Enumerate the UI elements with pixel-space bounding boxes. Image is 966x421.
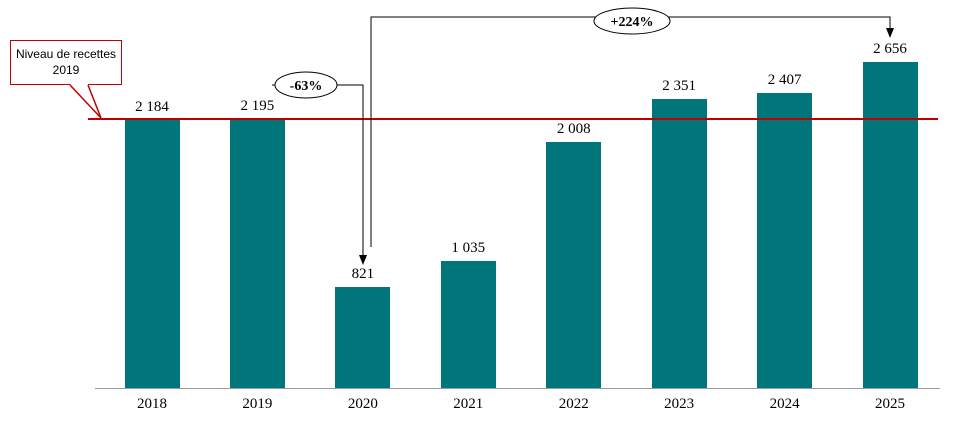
drop-annotation-line bbox=[272, 84, 364, 256]
x-axis-label-2022: 2022 bbox=[558, 396, 589, 412]
bar-2021 bbox=[440, 260, 496, 388]
x-axis-label-2024: 2024 bbox=[769, 396, 800, 412]
x-axis-line bbox=[95, 388, 940, 389]
bar-2020 bbox=[335, 287, 391, 388]
drop-annotation-label: -63% bbox=[290, 79, 323, 94]
rise-annotation-arrowhead-icon bbox=[886, 28, 894, 38]
bar-2023 bbox=[651, 99, 707, 388]
bar-2025 bbox=[862, 62, 918, 388]
rise-annotation-line bbox=[370, 16, 891, 247]
bar-value-label-2018: 2 184 bbox=[135, 98, 169, 115]
bar-2019 bbox=[229, 118, 285, 388]
bar-2024 bbox=[757, 92, 813, 388]
drop-annotation-arrowhead-icon bbox=[359, 255, 367, 265]
x-axis-label-2023: 2023 bbox=[664, 396, 695, 412]
reference-line-callout: Niveau de recettes 2019 bbox=[10, 40, 122, 85]
drop-annotation-bubble bbox=[274, 71, 338, 99]
callout-tail-outline bbox=[69, 84, 102, 119]
x-axis-label-2020: 2020 bbox=[347, 396, 378, 412]
x-axis-label-2025: 2025 bbox=[875, 396, 905, 412]
x-axis-label-2021: 2021 bbox=[453, 396, 484, 412]
bar-value-label-2020: 821 bbox=[351, 266, 375, 283]
bar-value-label-2025: 2 656 bbox=[873, 41, 907, 57]
bar-2018 bbox=[124, 119, 180, 388]
bar-2022 bbox=[546, 141, 602, 388]
bar-value-label-2021: 1 035 bbox=[451, 239, 486, 256]
rise-annotation-label: +224% bbox=[611, 15, 654, 30]
bar-value-label-2024: 2 407 bbox=[767, 71, 802, 88]
rise-annotation-bubble bbox=[593, 7, 671, 35]
reference-line-2019-level bbox=[88, 117, 938, 120]
bar-value-label-2019: 2 195 bbox=[240, 97, 275, 114]
x-axis-label-2019: 2019 bbox=[242, 396, 273, 412]
x-axis-label-2018: 2018 bbox=[137, 396, 167, 412]
bar-value-label-2023: 2 351 bbox=[662, 78, 697, 95]
bar-value-label-2022: 2 008 bbox=[556, 120, 591, 137]
